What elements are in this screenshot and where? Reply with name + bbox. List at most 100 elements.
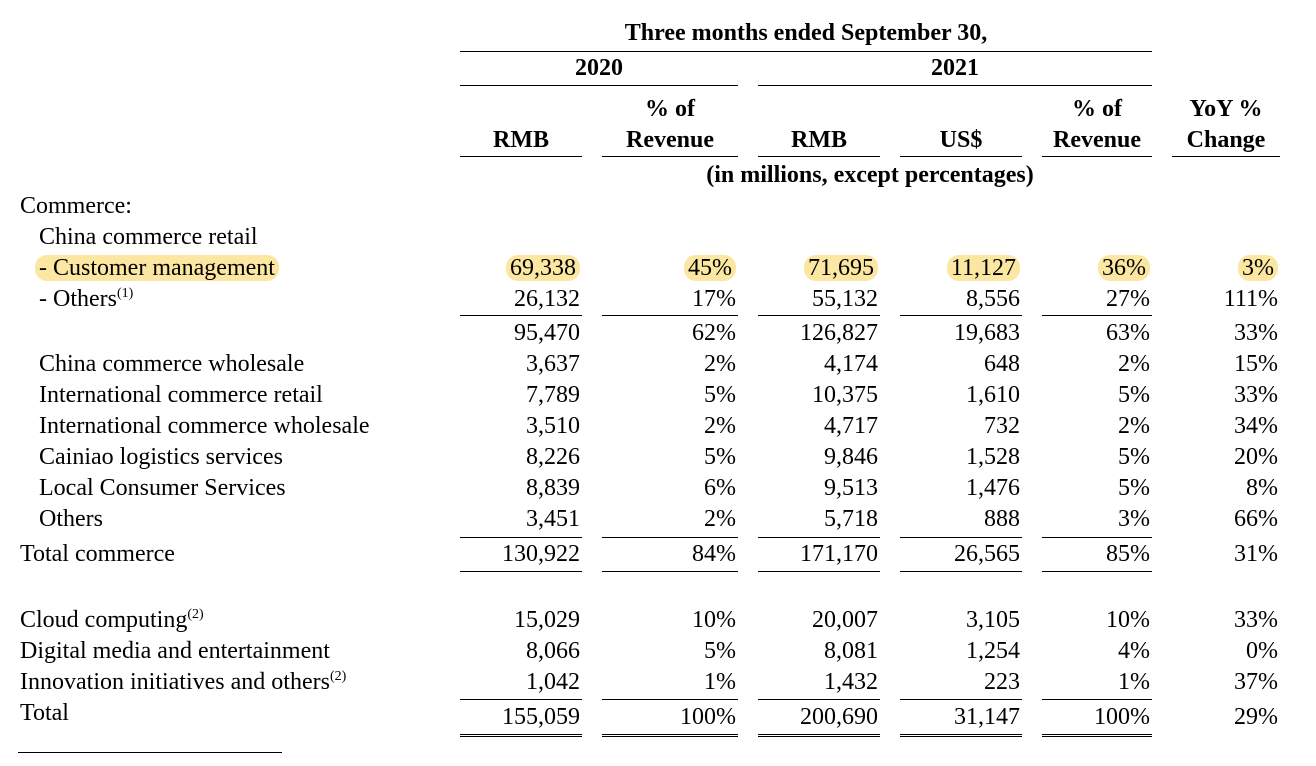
cell-rmb-2021: 9,846	[824, 444, 878, 470]
table-cell: 5%	[536, 381, 736, 409]
col-rmb-2021: RMB	[791, 127, 847, 153]
cell-pct-2021: 5%	[1118, 382, 1150, 408]
row-label-total: Total	[20, 700, 69, 726]
col-rule	[1172, 156, 1280, 157]
cell-yoy: 37%	[1234, 669, 1278, 695]
table-cell: 3,510	[380, 412, 580, 440]
total-rule	[758, 699, 880, 700]
cell-yoy: 34%	[1234, 413, 1278, 439]
table-cell: 4,717	[678, 412, 878, 440]
table-cell: 55,132	[678, 285, 878, 313]
table-cell: 4%	[950, 637, 1150, 665]
total-commerce-underline	[602, 571, 738, 572]
cell-rmb-2021: 71,695	[804, 255, 878, 281]
cell-pct-2020: 62%	[692, 320, 736, 346]
cell-rmb-2020: 130,922	[502, 541, 580, 567]
table-cell: 223	[820, 668, 1020, 696]
table-cell: 130,922	[380, 540, 580, 568]
year-2020-header: 2020	[575, 55, 623, 81]
cell-pct-2020: 5%	[704, 382, 736, 408]
cell-rmb-2020: 155,059	[502, 704, 580, 730]
table-cell: 71,695	[678, 254, 878, 282]
subtotal-rule	[460, 315, 582, 316]
cell-pct-2021: 36%	[1098, 255, 1150, 281]
table-cell: 1,042	[380, 668, 580, 696]
table-cell: 5%	[950, 443, 1150, 471]
cell-pct-2020: 84%	[692, 541, 736, 567]
total-double-rule	[1042, 734, 1152, 737]
cell-yoy: 33%	[1234, 607, 1278, 633]
cell-rmb-2021: 4,717	[824, 413, 878, 439]
cell-yoy: 33%	[1234, 382, 1278, 408]
cell-pct-2021: 63%	[1106, 320, 1150, 346]
cell-yoy: 29%	[1234, 704, 1278, 730]
total-double-rule	[602, 734, 738, 737]
table-cell: 33%	[1078, 319, 1278, 347]
table-cell: 10,375	[678, 381, 878, 409]
cell-pct-2020: 1%	[704, 669, 736, 695]
total-rule	[460, 699, 582, 700]
table-cell: 2%	[950, 412, 1150, 440]
cell-usd-2021: 1,610	[966, 382, 1020, 408]
cell-rmb-2020: 8,066	[526, 638, 580, 664]
year-2020-rule	[460, 85, 738, 86]
cell-rmb-2020: 69,338	[506, 255, 580, 281]
table-cell: 2%	[536, 350, 736, 378]
subtotal-rule	[758, 315, 880, 316]
table-cell: 732	[820, 412, 1020, 440]
subtotal-rule	[900, 315, 1022, 316]
year-2021-header: 2021	[931, 55, 979, 81]
footnote-marker: (1)	[116, 286, 134, 301]
table-cell: 34%	[1078, 412, 1278, 440]
cell-rmb-2021: 4,174	[824, 351, 878, 377]
table-cell: 8,556	[820, 285, 1020, 313]
total-double-rule	[900, 734, 1022, 737]
table-cell: 26,132	[380, 285, 580, 313]
table-cell: 200,690	[678, 703, 878, 731]
table-cell: 66%	[1078, 505, 1278, 533]
col-rule	[900, 156, 1022, 157]
table-cell: 8,081	[678, 637, 878, 665]
table-cell: 69,338	[380, 254, 580, 282]
total-commerce-underline	[900, 571, 1022, 572]
cell-rmb-2020: 1,042	[526, 669, 580, 695]
row-label: International commerce wholesale	[39, 413, 370, 439]
cell-pct-2021: 85%	[1106, 541, 1150, 567]
table-cell: 3%	[1078, 254, 1278, 282]
total-commerce-rule	[602, 537, 738, 538]
subtotal-rule	[1042, 315, 1152, 316]
table-cell: 9,846	[678, 443, 878, 471]
total-rule	[900, 699, 1022, 700]
table-cell: 888	[820, 505, 1020, 533]
cell-rmb-2020: 26,132	[514, 286, 580, 312]
table-cell: 95,470	[380, 319, 580, 347]
table-cell: 1,432	[678, 668, 878, 696]
cell-pct-2021: 100%	[1094, 704, 1150, 730]
table-cell: 126,827	[678, 319, 878, 347]
cell-pct-2021: 27%	[1106, 286, 1150, 312]
cell-pct-2021: 5%	[1118, 444, 1150, 470]
cell-pct-2021: 10%	[1106, 607, 1150, 633]
cell-usd-2021: 26,565	[954, 541, 1020, 567]
cell-pct-2020: 45%	[684, 255, 736, 281]
table-cell: 171,170	[678, 540, 878, 568]
table-cell: 648	[820, 350, 1020, 378]
table-cell: 10%	[536, 606, 736, 634]
cell-pct-2020: 5%	[704, 444, 736, 470]
cell-yoy: 33%	[1234, 320, 1278, 346]
table-cell: 3,637	[380, 350, 580, 378]
table-cell: 45%	[536, 254, 736, 282]
cell-pct-2021: 3%	[1118, 506, 1150, 532]
cell-usd-2021: 1,476	[966, 475, 1020, 501]
row-label: China commerce wholesale	[39, 351, 305, 377]
table-cell: 84%	[536, 540, 736, 568]
cell-rmb-2021: 1,432	[824, 669, 878, 695]
table-cell: 8%	[1078, 474, 1278, 502]
col-rule	[1042, 156, 1152, 157]
table-cell: 11,127	[820, 254, 1020, 282]
cell-yoy: 3%	[1238, 255, 1278, 281]
col-rmb-2020: RMB	[493, 127, 549, 153]
cell-pct-2020: 100%	[680, 704, 736, 730]
cell-usd-2021: 31,147	[954, 704, 1020, 730]
total-double-rule	[758, 734, 880, 737]
